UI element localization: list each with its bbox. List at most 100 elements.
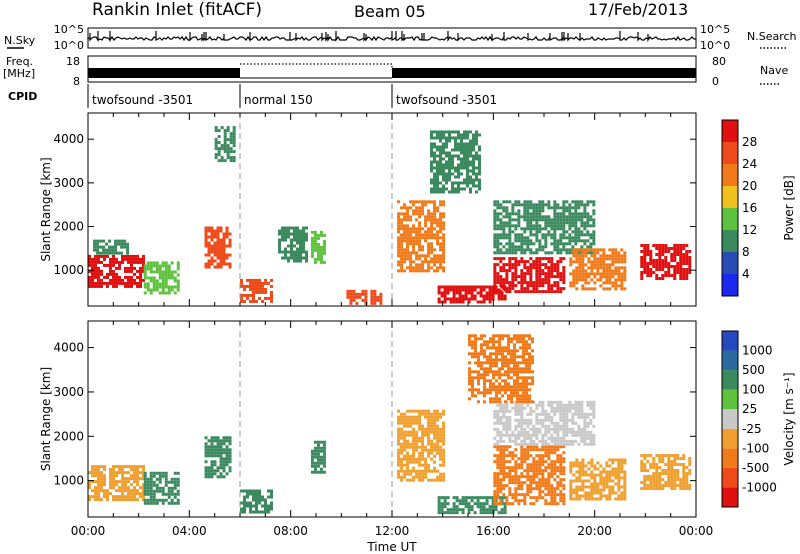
echo-cell — [460, 157, 463, 161]
echo-cell — [430, 136, 433, 140]
echo-cell — [580, 230, 584, 234]
echo-cell — [421, 269, 425, 273]
echo-cell — [498, 400, 501, 404]
echo-cell — [316, 452, 320, 456]
echo-cell — [421, 263, 425, 267]
echo-cell — [556, 430, 560, 434]
echo-cell — [442, 157, 445, 161]
echo-cell — [436, 451, 440, 455]
echo-cell — [494, 505, 498, 509]
echo-cell — [483, 334, 486, 338]
echo-cell — [471, 352, 474, 356]
echo-cell — [646, 487, 650, 491]
echo-cell — [526, 478, 530, 482]
echo-cell — [454, 154, 457, 158]
echo-cell — [97, 483, 100, 487]
echo-cell — [127, 465, 130, 469]
echo-cell — [514, 433, 518, 437]
echo-cell — [433, 190, 436, 194]
echo-cell — [526, 469, 530, 473]
echo-cell — [406, 451, 410, 455]
echo-cell — [106, 281, 109, 285]
echo-cell — [115, 266, 118, 270]
echo-cell — [520, 403, 524, 407]
echo-cell — [436, 190, 439, 194]
echo-cell — [541, 445, 545, 449]
echo-region — [493, 445, 566, 506]
echo-cell — [278, 247, 281, 251]
echo-cell — [170, 261, 174, 265]
echo-cell — [219, 466, 223, 470]
echo-cell — [517, 215, 521, 219]
echo-cell — [538, 200, 542, 204]
echo-cell — [685, 478, 689, 482]
echo-cell — [483, 373, 486, 377]
echo-cell — [493, 236, 497, 240]
echo-cell — [228, 232, 232, 236]
echo-cell — [149, 291, 153, 295]
echo-cell — [525, 376, 528, 380]
echo-cell — [667, 246, 671, 250]
echo-cell — [592, 212, 596, 216]
echo-cell — [544, 427, 548, 431]
y-tick-label: 2000 — [53, 220, 84, 234]
echo-cell — [590, 488, 594, 492]
echo-cell — [578, 269, 582, 273]
echo-cell — [580, 218, 584, 222]
echo-cell — [522, 394, 525, 398]
echo-cell — [568, 418, 572, 422]
echo-cell — [94, 272, 97, 276]
echo-cell — [155, 282, 159, 286]
echo-cell — [173, 501, 177, 505]
echo-cell — [418, 221, 422, 225]
echo-cell — [562, 218, 566, 222]
echo-cell — [547, 215, 551, 219]
echo-cell — [493, 242, 497, 246]
echo-cell — [682, 478, 686, 482]
echo-cell — [204, 229, 208, 233]
echo-cell — [580, 203, 584, 207]
echo-cell — [442, 233, 446, 237]
echo-cell — [679, 252, 683, 256]
echo-cell — [475, 154, 478, 158]
echo-cell — [448, 169, 451, 173]
echo-cell — [439, 445, 443, 449]
nsky-trace — [87, 31, 696, 42]
echo-cell — [451, 172, 454, 176]
echo-cell — [541, 245, 545, 249]
echo-cell — [501, 346, 504, 350]
echo-cell — [581, 254, 585, 258]
echo-cell — [302, 226, 305, 230]
echo-cell — [599, 479, 603, 483]
echo-cell — [210, 226, 214, 230]
echo-cell — [586, 433, 590, 437]
echo-cell — [437, 285, 441, 289]
echo-cell — [493, 493, 497, 497]
echo-cell — [214, 153, 218, 157]
echo-cell — [577, 206, 581, 210]
echo-cell — [556, 272, 560, 276]
echo-cell — [529, 263, 533, 267]
echo-cell — [526, 242, 530, 246]
echo-cell — [586, 430, 590, 434]
echo-cell — [442, 427, 446, 431]
echo-cell — [493, 454, 497, 458]
echo-cell — [544, 227, 548, 231]
echo-cell — [568, 224, 572, 228]
echo-cell — [688, 267, 692, 271]
echo-cell — [577, 203, 581, 207]
nsearch-label: N.Search — [747, 30, 797, 43]
echo-cell — [142, 483, 145, 487]
echo-cell — [508, 433, 512, 437]
echo-cell — [578, 476, 582, 480]
echo-cell — [620, 260, 624, 264]
echo-cell — [550, 472, 554, 476]
echo-cell — [452, 511, 456, 515]
echo-cell — [682, 273, 686, 277]
echo-cell — [322, 464, 326, 468]
echo-cell — [463, 166, 466, 170]
echo-cell — [676, 252, 680, 256]
echo-cell — [499, 490, 503, 494]
echo-cell — [164, 270, 168, 274]
echo-cell — [355, 301, 359, 305]
